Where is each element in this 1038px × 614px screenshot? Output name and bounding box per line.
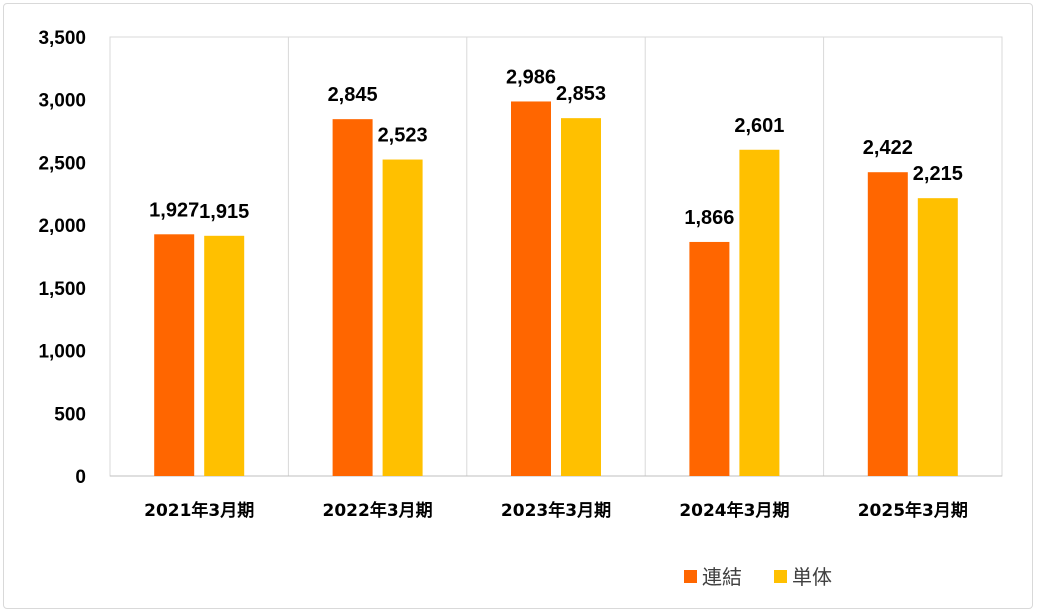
bar [511,101,551,477]
x-tick-label: 2023年3月期 [501,500,611,521]
data-label: 1,866 [684,207,734,229]
x-tick-label: 2025年3月期 [858,500,968,521]
legend-swatch [774,570,787,583]
data-label: 2,986 [506,66,556,88]
y-tick-label: 2,500 [38,153,86,174]
bar [739,149,780,476]
bar [204,235,245,476]
x-tick-label: 2022年3月期 [323,500,433,521]
data-label: 1,915 [199,201,249,223]
x-axis: 2021年3月期 2022年3月期 2023年3月期 2024年3月期 2025年3月期 [144,500,968,521]
data-label: 2,845 [328,84,378,106]
y-tick-label: 500 [54,404,86,425]
y-tick-label: 0 [75,467,86,488]
legend-swatch [684,570,697,583]
y-tick-label: 3,000 [38,91,86,112]
y-tick-label: 3,500 [38,28,86,49]
legend: 連結 単体 [684,565,832,589]
bars [154,101,958,477]
y-tick-label: 1,000 [38,342,86,363]
bar [689,241,730,476]
legend-label: 連結 [702,565,742,589]
legend-label: 単体 [792,565,832,589]
data-label: 2,215 [913,163,963,185]
data-label: 2,523 [378,125,428,147]
bar [561,118,601,476]
bar [382,159,423,477]
grid-lines [109,36,1003,477]
data-label: 2,853 [556,83,606,105]
y-tick-label: 2,000 [38,216,86,237]
bar [332,119,373,477]
x-tick-label: 2024年3月期 [679,500,789,521]
x-tick-label: 2021年3月期 [144,500,254,521]
bar [917,198,958,476]
data-label: 2,601 [734,115,784,137]
data-label: 2,422 [863,137,913,159]
y-axis: 0 500 1,000 1,500 2,000 2,500 3,000 3,500 [38,28,86,488]
bar [154,234,195,476]
bar [867,172,908,476]
data-label: 1,927 [149,199,199,221]
y-tick-label: 1,500 [38,279,86,300]
